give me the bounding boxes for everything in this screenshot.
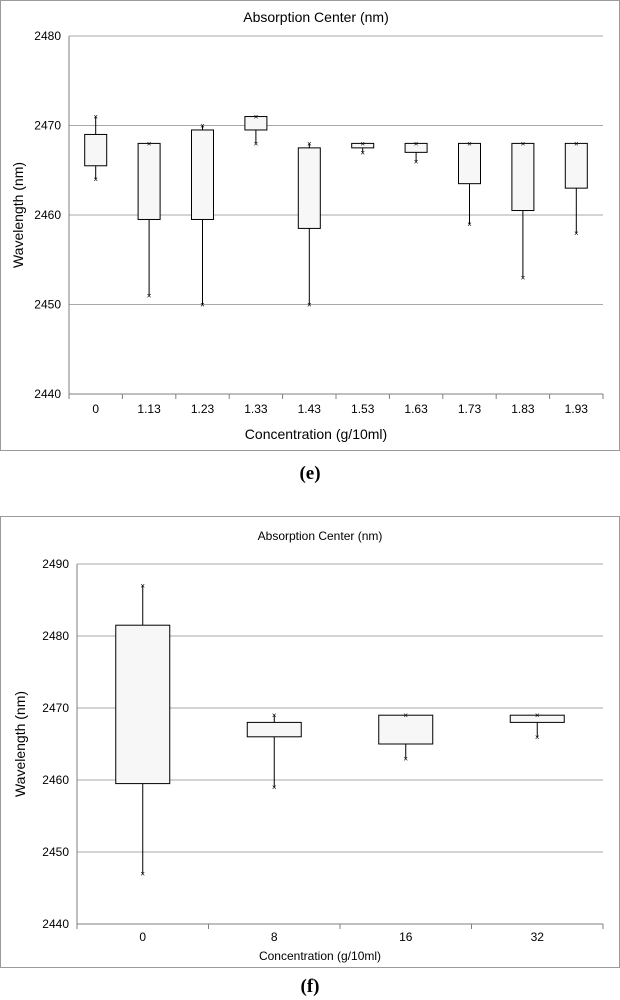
figure-label-f: (f) — [300, 976, 320, 997]
box-plot-f: 2440 2450 2460 2470 2480 2490 0 8 16 32 Absorption… — [12, 529, 604, 963]
x-category-label: 0 — [139, 930, 146, 944]
box-rect — [115, 624, 171, 785]
box-rect — [84, 133, 108, 167]
box-1.93: ×× — [564, 139, 588, 238]
y-tick-label: 2440 — [42, 917, 69, 931]
chart-title: Absorption Center (nm) — [243, 9, 389, 25]
box-1.73: ×× — [458, 139, 481, 229]
box-16: ×× — [378, 711, 434, 763]
chart-panel-e: 2440 2450 2460 2470 2480 0 1.13 1.23 1.33 1.43 1.5… — [0, 0, 620, 451]
y-tick-label: 2450 — [42, 845, 69, 859]
x-category-label: 1.93 — [565, 402, 589, 416]
y-tick-label: 2470 — [34, 119, 61, 133]
figure-label-e: (e) — [299, 463, 321, 484]
max-marker: × — [140, 582, 145, 591]
min-marker: × — [272, 783, 277, 792]
x-category-label: 1.53 — [351, 402, 375, 416]
box-1.23: ×× — [191, 122, 214, 310]
x-category-label: 1.23 — [191, 402, 215, 416]
y-axis-label: Wavelength (nm) — [12, 691, 28, 797]
x-axis-label: Concentration (g/10ml) — [259, 949, 381, 963]
box-rect — [404, 142, 428, 153]
max-marker: × — [360, 139, 365, 148]
x-category-label: 1.13 — [137, 402, 161, 416]
y-tick-label: 2460 — [42, 773, 69, 787]
chart-panel-f: 2440 2450 2460 2470 2480 2490 0 8 16 32 Absorption… — [0, 516, 620, 968]
max-marker: × — [535, 711, 540, 720]
min-marker: × — [414, 157, 419, 166]
min-marker: × — [521, 274, 526, 283]
box-rect — [511, 142, 535, 212]
min-marker: × — [93, 175, 98, 184]
max-marker: × — [521, 139, 526, 148]
max-marker: × — [403, 711, 408, 720]
box-rect — [564, 142, 588, 189]
max-marker: × — [467, 139, 472, 148]
box-0: ×× — [115, 582, 171, 879]
y-tick-label: 2460 — [34, 208, 61, 222]
x-category-label: 8 — [271, 930, 278, 944]
box-rect — [351, 142, 375, 149]
box-rect — [137, 142, 161, 220]
max-marker: × — [93, 113, 98, 122]
y-tick-label: 2450 — [34, 298, 61, 312]
x-category-label: 1.33 — [244, 402, 268, 416]
box-1.33: ×× — [244, 113, 268, 148]
box-rect — [297, 147, 321, 229]
x-category-label: 1.43 — [298, 402, 322, 416]
min-marker: × — [140, 870, 145, 879]
max-marker: × — [307, 139, 312, 148]
x-category-label: 1.73 — [458, 402, 482, 416]
min-marker: × — [535, 733, 540, 742]
box-0: ×× — [84, 113, 108, 184]
x-category-label: 16 — [399, 930, 413, 944]
box-rect — [509, 714, 565, 723]
box-32: ×× — [509, 711, 565, 742]
box-8: ×× — [246, 711, 302, 792]
x-category-label: 0 — [92, 402, 99, 416]
max-marker: × — [147, 139, 152, 148]
box-rect — [458, 142, 481, 185]
y-tick-label: 2480 — [42, 629, 69, 643]
max-marker: × — [254, 113, 259, 122]
box-1.53: ×× — [351, 139, 375, 157]
box-1.13: ×× — [137, 139, 161, 301]
max-marker: × — [272, 711, 277, 720]
y-tick-label: 2470 — [42, 701, 69, 715]
y-tick-label: 2440 — [34, 387, 61, 401]
box-rect — [246, 721, 302, 738]
min-marker: × — [307, 301, 312, 310]
min-marker: × — [467, 220, 472, 229]
y-tick-label: 2490 — [42, 557, 69, 571]
min-marker: × — [574, 229, 579, 238]
min-marker: × — [360, 148, 365, 157]
x-category-label: 1.63 — [404, 402, 428, 416]
y-tick-label: 2480 — [34, 29, 61, 43]
min-marker: × — [147, 292, 152, 301]
min-marker: × — [403, 754, 408, 763]
box-1.43: ×× — [297, 139, 321, 310]
max-marker: × — [200, 122, 205, 131]
max-marker: × — [414, 139, 419, 148]
x-category-label: 32 — [531, 930, 545, 944]
box-1.63: ×× — [404, 139, 428, 166]
y-axis-label: Wavelength (nm) — [10, 162, 26, 268]
min-marker: × — [200, 301, 205, 310]
max-marker: × — [574, 139, 579, 148]
x-category-label: 1.83 — [511, 402, 535, 416]
chart-title: Absorption Center (nm) — [258, 529, 383, 543]
box-plot-e: 2440 2450 2460 2470 2480 0 1.13 1.23 1.33 1.43 1.5… — [10, 9, 604, 442]
x-axis-label: Concentration (g/10ml) — [245, 426, 387, 442]
min-marker: × — [254, 139, 259, 148]
box-rect — [244, 116, 268, 131]
box-1.83: ×× — [511, 139, 535, 283]
box-rect — [191, 129, 214, 220]
box-rect — [378, 714, 434, 745]
